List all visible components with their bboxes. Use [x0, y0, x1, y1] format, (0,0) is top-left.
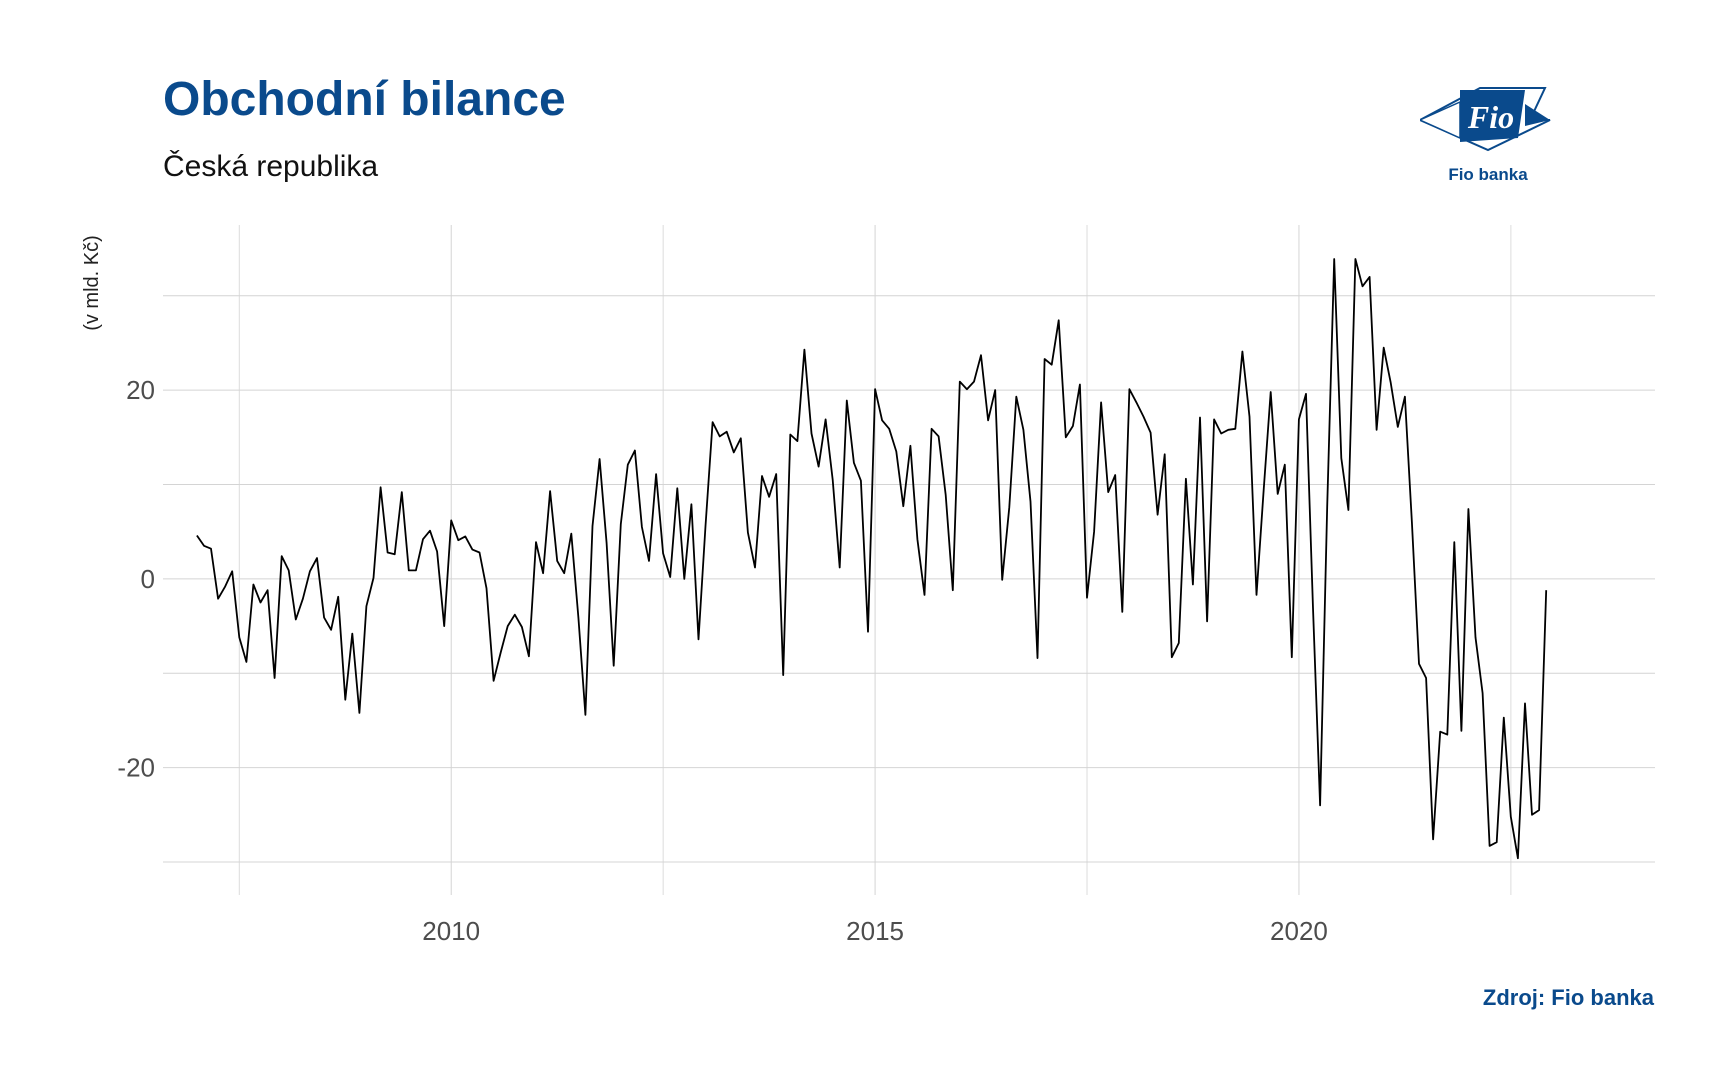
x-tick-label: 2020: [1270, 916, 1328, 946]
y-tick-label: 20: [126, 375, 155, 405]
x-gridlines: [450, 225, 1300, 895]
y-axis-title: (v mld. Kč): [81, 235, 103, 331]
x-tick-label: 2010: [422, 916, 480, 946]
y-tick-label: -20: [117, 753, 155, 783]
chart-subtitle: Česká republika: [163, 150, 379, 183]
fio-banka-logo: Fio Fio banka: [1417, 80, 1570, 190]
x-tick-label: 2015: [846, 916, 904, 946]
logo-caption: Fio banka: [1448, 165, 1528, 184]
y-axis-ticks: -20 0 20: [117, 375, 155, 782]
chart-title: Obchodní bilance: [163, 73, 566, 126]
y-tick-label: 0: [141, 564, 155, 594]
source-note: Zdroj: Fio banka: [1482, 985, 1654, 1010]
series-line-trade-balance: [196, 258, 1548, 860]
x-axis-ticks: 2010 2015 2020: [422, 916, 1328, 946]
minor-x-gridlines: [238, 225, 1512, 895]
logo-text: Fio: [1467, 99, 1514, 135]
y-gridlines: [163, 295, 1655, 863]
